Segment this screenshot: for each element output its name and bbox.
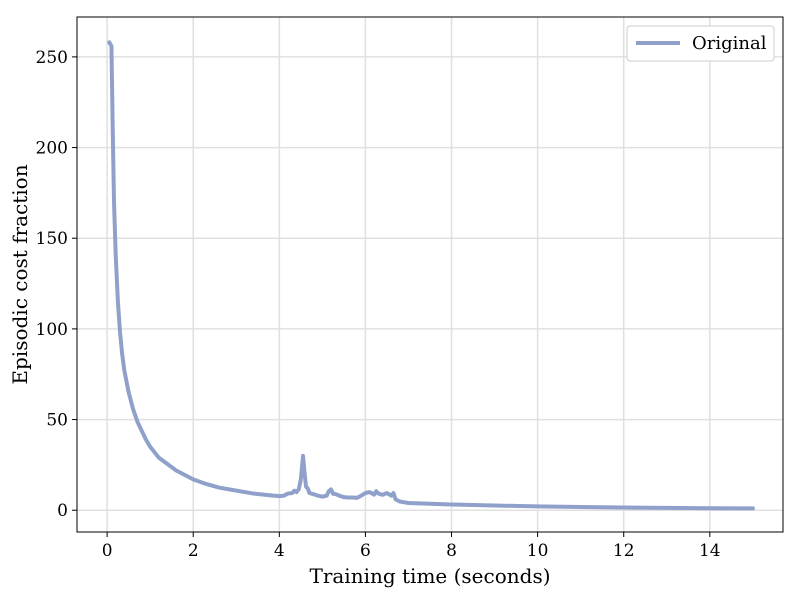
y-tick-label: 250 [36, 48, 68, 68]
plot-frame [76, 16, 784, 533]
series-line-0 [107, 40, 755, 511]
x-tick-label: 8 [446, 541, 457, 561]
x-tick-label: 6 [360, 541, 371, 561]
ticks: 0 2 4 6 8 10 12 14 0 50 100 150 200 250 [36, 48, 721, 561]
x-tick-label: 10 [527, 541, 549, 561]
x-axis-label: Training time (seconds) [309, 564, 550, 588]
y-tick-label: 100 [36, 320, 68, 340]
y-tick-label: 0 [57, 501, 68, 521]
x-tick-label: 14 [699, 541, 721, 561]
x-tick-label: 0 [102, 541, 113, 561]
legend: Original [626, 25, 775, 62]
grid [77, 17, 783, 532]
legend-label-original: Original [692, 33, 767, 54]
y-tick-label: 150 [36, 229, 68, 249]
y-axis-label: Episodic cost fraction [8, 164, 32, 384]
legend-box [626, 25, 775, 62]
x-tick-label: 12 [613, 541, 635, 561]
series-layer [107, 40, 755, 511]
x-tick-label: 2 [188, 541, 199, 561]
y-tick-label: 50 [46, 411, 68, 431]
y-tick-label: 200 [36, 139, 68, 159]
x-tick-label: 4 [274, 541, 285, 561]
